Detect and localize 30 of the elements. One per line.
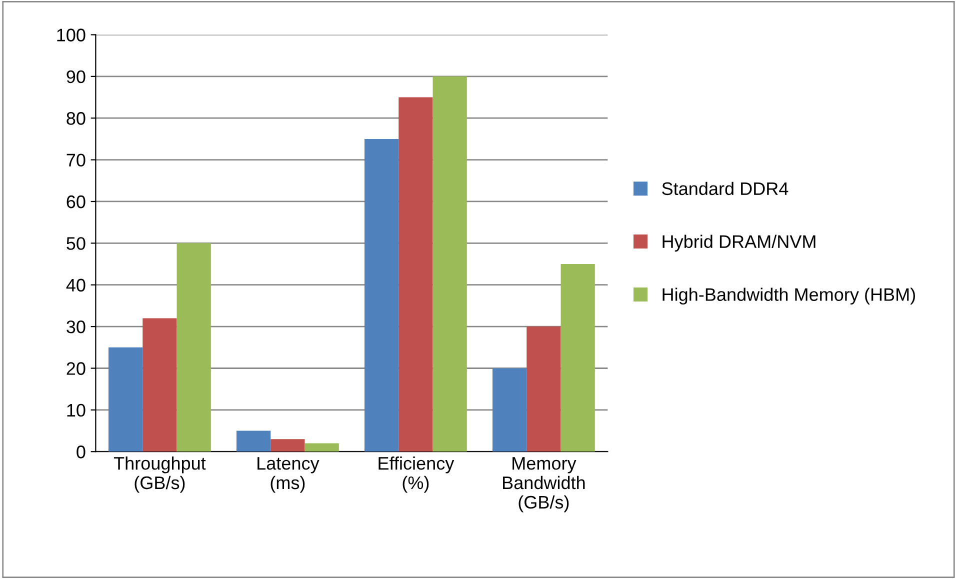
y-tick-label: 40 [66, 278, 86, 292]
y-tick-label: 50 [66, 237, 86, 250]
bar [270, 439, 305, 452]
legend-label: Hybrid DRAM/NVM [662, 234, 816, 252]
bar [236, 430, 271, 452]
y-tick-label: 60 [66, 195, 86, 208]
bar [304, 443, 339, 452]
y-tick-label: 10 [67, 404, 86, 417]
bar [492, 368, 527, 452]
y-tick-label: 0 [76, 446, 86, 458]
bar [432, 76, 467, 452]
y-tick-label: 80 [66, 112, 86, 125]
legend-label: Standard DDR4 [662, 182, 788, 196]
bar [560, 264, 595, 452]
legend-label: High-Bandwidth Memory (HBM) [662, 288, 915, 305]
y-tick-label: 70 [66, 154, 86, 167]
bar [108, 347, 143, 452]
bar [526, 326, 561, 452]
bar [142, 318, 177, 452]
y-tick-label: 30 [66, 320, 86, 334]
x-tick-label: Memory Bandwidth (GB/s) [503, 457, 585, 512]
bar [176, 243, 211, 452]
bar [398, 97, 433, 452]
x-tick-label: Efficiency (%) [378, 456, 454, 493]
y-tick-label: 20 [66, 362, 86, 375]
x-tick-label: Throughput (GB/s) [114, 456, 206, 493]
bar [364, 138, 399, 452]
x-tick-label: Latency (ms) [258, 457, 320, 493]
y-tick-label: 90 [66, 70, 86, 84]
y-tick-label: 100 [57, 28, 86, 42]
